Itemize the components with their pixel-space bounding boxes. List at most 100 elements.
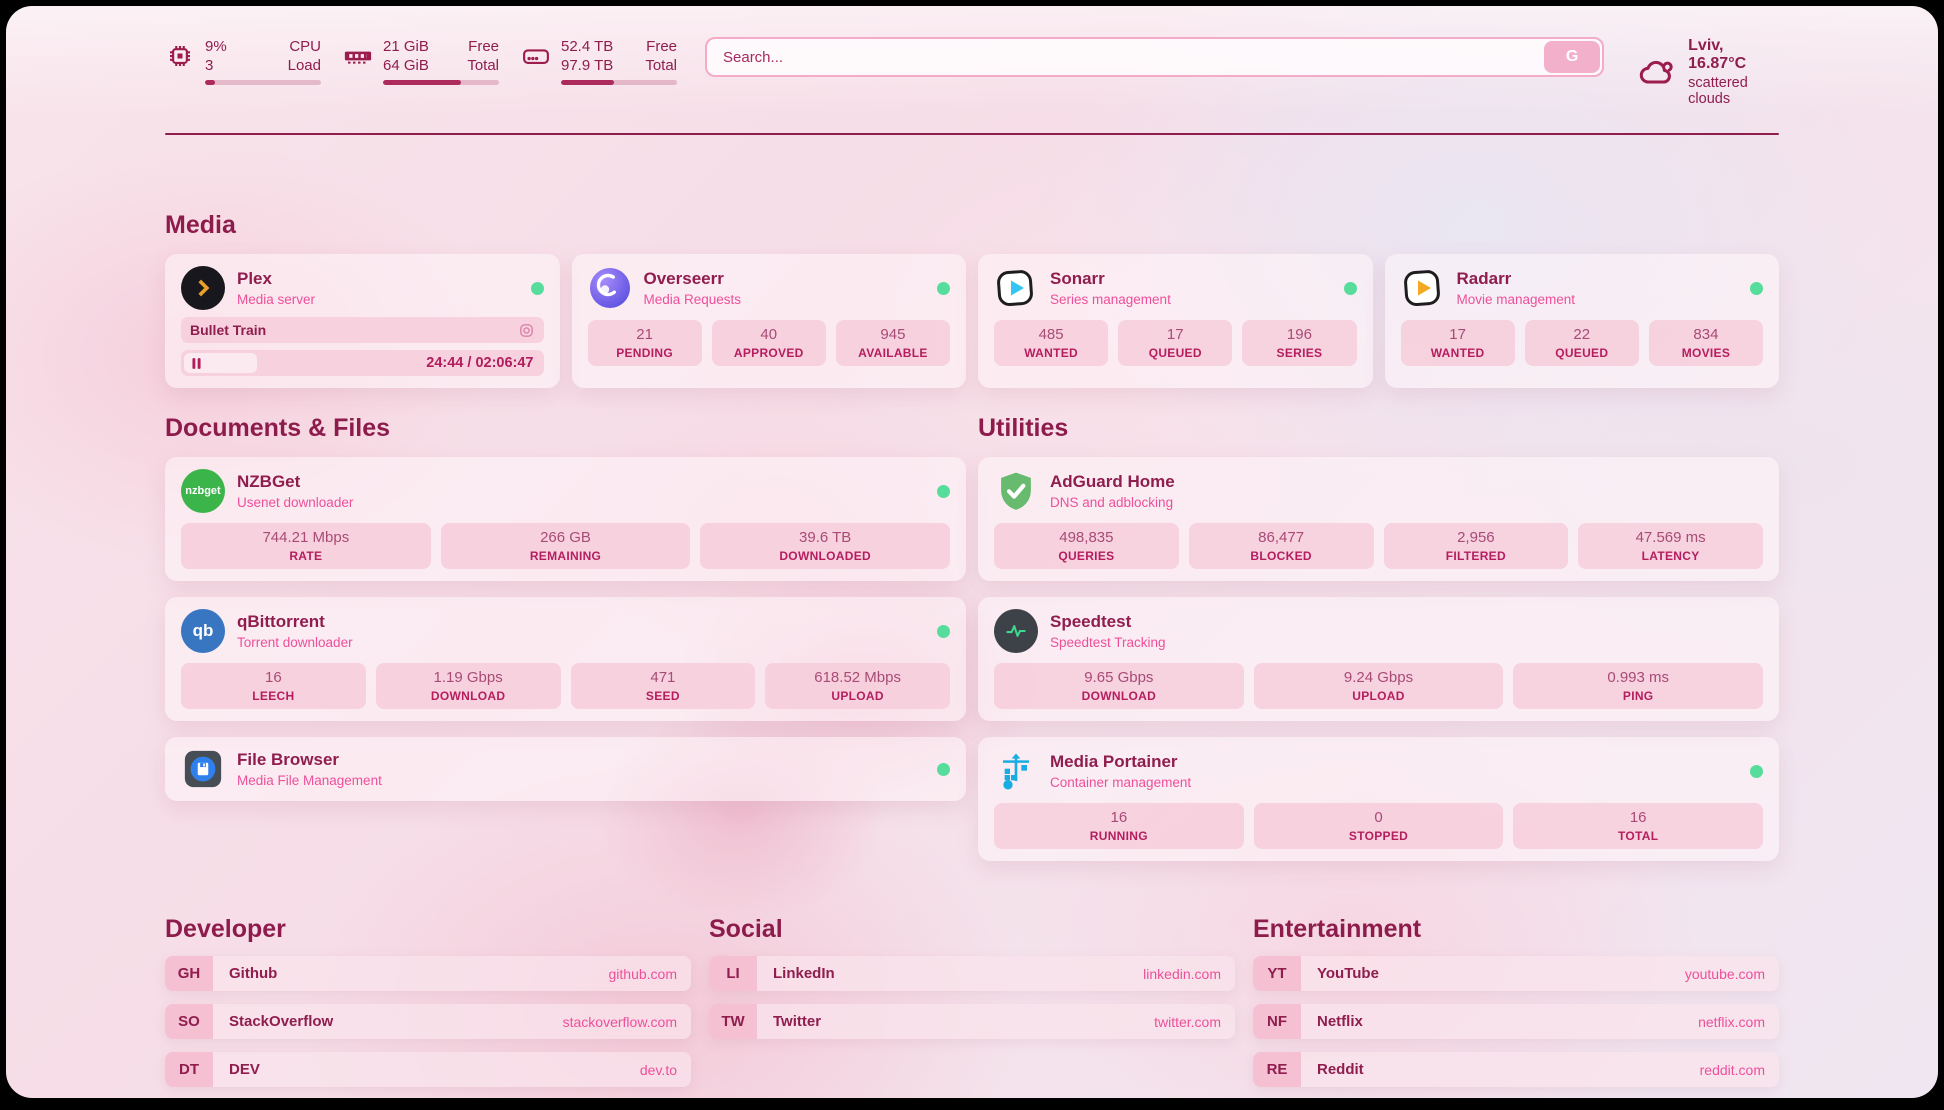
media-grid: Plex Media server Bullet Train 24:44 / 0: [165, 254, 1779, 388]
link-row-twitter[interactable]: TW Twitter twitter.com: [709, 1004, 1235, 1039]
app-card-plex[interactable]: Plex Media server Bullet Train 24:44 / 0: [165, 254, 560, 388]
radarr-icon: [1401, 266, 1445, 310]
app-card-qbittorrent[interactable]: qb qBittorrent Torrent downloader 16 LEEC…: [165, 597, 966, 721]
link-badge: NF: [1253, 1004, 1301, 1039]
app-title: qBittorrent: [237, 612, 325, 631]
stat-box: 9.65 Gbps DOWNLOAD: [994, 663, 1244, 709]
memory-stat: 21 GiB 64 GiB Free Total: [343, 37, 499, 85]
weather-location: Lviv, 16.87°C: [1688, 37, 1747, 72]
stat-box: 47.569 ms LATENCY: [1578, 523, 1763, 569]
link-badge: LI: [709, 956, 757, 991]
link-row-youtube[interactable]: YT YouTube youtube.com: [1253, 956, 1779, 991]
app-card-speedtest[interactable]: Speedtest Speedtest Tracking 9.65 Gbps DO…: [978, 597, 1779, 721]
stat-box: 9.24 Gbps UPLOAD: [1253, 663, 1504, 709]
storage-labels: Free Total: [645, 38, 677, 74]
link-row-stackoverflow[interactable]: SO StackOverflow stackoverflow.com: [165, 1004, 691, 1039]
stat-box: 1.19 Gbps DOWNLOAD: [375, 663, 561, 709]
stat-box: 618.52 Mbps UPLOAD: [765, 663, 950, 709]
app-subtitle: Speedtest Tracking: [1050, 635, 1166, 650]
app-subtitle: Media File Management: [237, 773, 382, 788]
stat-box: 0.993 ms PING: [1513, 663, 1764, 709]
ram-icon: [344, 51, 372, 64]
link-row-github[interactable]: GH Github github.com: [165, 956, 691, 991]
link-badge: YT: [1253, 956, 1301, 991]
plex-icon: [181, 266, 225, 310]
google-search-button[interactable]: G: [1544, 41, 1601, 73]
cpu-icon: [170, 46, 190, 66]
stat-box: 498,835 QUERIES: [994, 523, 1179, 569]
stat-box: 16 LEECH: [181, 663, 366, 709]
stat-box: 834 MOVIES: [1648, 320, 1764, 366]
top-bar: 9% 3 CPU Load: [165, 37, 1779, 107]
stat-box: 0 STOPPED: [1253, 803, 1504, 849]
filebrowser-icon: [181, 747, 225, 791]
app-title: Sonarr: [1050, 269, 1105, 288]
app-card-overseerr[interactable]: Overseerr Media Requests 21 PENDING 40 APP…: [571, 254, 966, 388]
link-row-dev[interactable]: DT DEV dev.to: [165, 1052, 691, 1087]
cpu-labels: CPU Load: [287, 38, 321, 74]
app-card-radarr[interactable]: Radarr Movie management 17 WANTED 22 QUEUE…: [1384, 254, 1779, 388]
cpu-stat: 9% 3 CPU Load: [165, 37, 321, 85]
stat-box: 266 GB REMAINING: [440, 523, 691, 569]
status-dot: [1750, 281, 1763, 295]
qbittorrent-icon: qb: [181, 609, 225, 653]
disk-icon: [523, 49, 549, 64]
cloud-icon: [1639, 60, 1673, 84]
cpu-progress-bar: [205, 80, 321, 85]
stat-box: 39.6 TB DOWNLOADED: [700, 523, 951, 569]
stat-box: 16 RUNNING: [994, 803, 1244, 849]
stat-box: 17 WANTED: [1400, 320, 1515, 366]
link-badge: RE: [1253, 1052, 1301, 1087]
documents-column: Documents & Files nzbget NZBGet Usenet d…: [165, 414, 966, 801]
overseerr-icon: [588, 266, 632, 310]
link-badge: SO: [165, 1004, 213, 1039]
section-title-social: Social: [709, 915, 783, 943]
app-title: AdGuard Home: [1050, 472, 1175, 491]
status-dot: [937, 484, 950, 498]
playback-progress: 24:44 / 02:06:47: [181, 350, 544, 376]
stat-box: 744.21 Mbps RATE: [181, 523, 431, 569]
stat-box: 86,477 BLOCKED: [1188, 523, 1374, 569]
search-bar: G: [705, 37, 1605, 77]
app-title: Speedtest: [1050, 612, 1132, 631]
stat-box: 471 SEED: [570, 663, 756, 709]
social-section: Social LI LinkedIn linkedin.com TW Twitt…: [709, 915, 1235, 1039]
stat-box: 2,956 FILTERED: [1383, 523, 1569, 569]
dashboard-page: 9% 3 CPU Load: [6, 6, 1938, 1098]
cpu-count: 3: [205, 57, 214, 74]
search-input[interactable]: [705, 37, 1605, 77]
status-dot: [1750, 764, 1763, 778]
stat-box: 40 APPROVED: [711, 320, 826, 366]
cpu-percent: 9%: [205, 38, 227, 55]
status-dot: [937, 762, 950, 776]
app-title: Plex: [237, 269, 272, 288]
header-divider: [165, 133, 1779, 135]
storage-stat: 52.4 TB 97.9 TB Free Total: [521, 37, 677, 85]
app-card-adguard[interactable]: AdGuard Home DNS and adblocking 498,835 Q…: [978, 457, 1779, 581]
app-subtitle: Usenet downloader: [237, 495, 354, 510]
status-dot: [530, 281, 544, 295]
video-icon: [519, 323, 533, 337]
app-subtitle: Media Requests: [643, 292, 742, 307]
section-title-utilities: Utilities: [978, 414, 1069, 442]
app-card-sonarr[interactable]: Sonarr Series management 485 WANTED 17 QUE…: [978, 254, 1373, 388]
app-title: NZBGet: [237, 472, 301, 491]
app-title: Radarr: [1456, 269, 1512, 288]
link-row-linkedin[interactable]: LI LinkedIn linkedin.com: [709, 956, 1235, 991]
app-card-nzbget[interactable]: nzbget NZBGet Usenet downloader 744.21 M…: [165, 457, 966, 581]
link-row-reddit[interactable]: RE Reddit reddit.com: [1253, 1052, 1779, 1087]
developer-section: Developer GH Github github.com SO StackO…: [165, 915, 691, 1087]
section-title-developer: Developer: [165, 915, 286, 943]
app-card-filebrowser[interactable]: File Browser Media File Management: [165, 737, 966, 801]
system-stats: 9% 3 CPU Load: [165, 37, 677, 85]
cpu-values: 9% 3: [205, 37, 227, 75]
link-row-netflix[interactable]: NF Netflix netflix.com: [1253, 1004, 1779, 1039]
sonarr-icon: [994, 266, 1038, 310]
stat-box: 21 PENDING: [587, 320, 702, 366]
portainer-icon: [994, 749, 1038, 793]
app-subtitle: Movie management: [1456, 292, 1576, 307]
memory-progress-bar: [383, 80, 499, 85]
app-card-portainer[interactable]: Media Portainer Container management 16 R…: [978, 737, 1779, 861]
pause-icon[interactable]: [192, 357, 201, 369]
weather-condition: scattered clouds: [1688, 75, 1748, 107]
